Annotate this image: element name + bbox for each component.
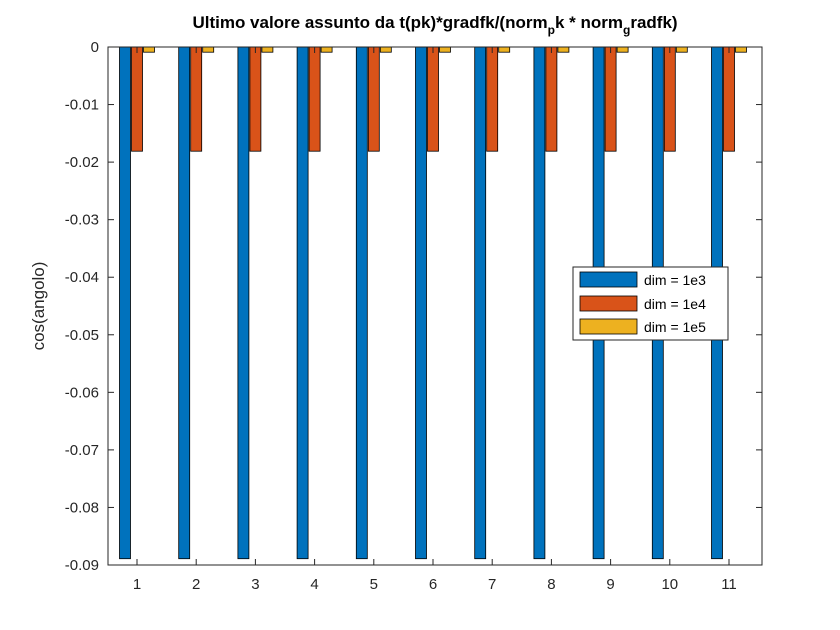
legend-entry-dim-1e4: dim = 1e4 xyxy=(579,295,706,312)
bar-2-3 xyxy=(249,46,262,152)
bar-1-1 xyxy=(119,46,131,560)
bar-2-9 xyxy=(604,46,617,152)
bar-3-4 xyxy=(320,46,333,53)
y-axis-label: cos(angolo) xyxy=(29,262,48,351)
bar-3-3 xyxy=(261,46,274,53)
x-tick-label-5: 5 xyxy=(370,576,378,593)
chart-title-mid: k * norm xyxy=(555,13,623,32)
bar-2-10 xyxy=(663,46,676,152)
bar-3-10 xyxy=(675,46,688,53)
bar-2-8 xyxy=(545,46,558,152)
chart-title-end: radfk) xyxy=(630,13,677,32)
legend-swatch-dim-1e5 xyxy=(579,318,638,335)
x-tick-label-2: 2 xyxy=(192,576,200,593)
bar-3-2 xyxy=(202,46,215,53)
y-tick-label-4: -0.04 xyxy=(65,269,99,286)
x-tick-label-9: 9 xyxy=(606,576,614,593)
x-tick-label-1: 1 xyxy=(133,576,141,593)
x-tick-label-6: 6 xyxy=(429,576,437,593)
x-tick-label-3: 3 xyxy=(251,576,259,593)
legend-entry-dim-1e5: dim = 1e5 xyxy=(579,318,706,335)
x-tick-label-7: 7 xyxy=(488,576,496,593)
chart-title-sub2: g xyxy=(623,23,630,37)
legend-swatch-dim-1e3 xyxy=(579,271,638,288)
bar-1-4 xyxy=(296,46,309,560)
legend: dim = 1e3 dim = 1e4 dim = 1e5 xyxy=(572,266,729,341)
y-tick-label-6: -0.06 xyxy=(65,384,99,401)
x-tick-label-8: 8 xyxy=(547,576,555,593)
bar-2-1 xyxy=(131,46,143,152)
bar-3-1 xyxy=(143,46,155,53)
chart-title-sub1: p xyxy=(548,23,555,37)
bar-1-5 xyxy=(355,46,368,560)
bar-2-11 xyxy=(723,46,735,152)
plot-area-frame xyxy=(107,46,763,566)
y-tick-label-9: -0.09 xyxy=(65,557,99,574)
y-tick-label-3: -0.03 xyxy=(65,212,99,229)
bar-2-7 xyxy=(486,46,499,152)
bar-1-8 xyxy=(533,46,546,560)
y-tick-label-5: -0.05 xyxy=(65,327,99,344)
bar-1-2 xyxy=(178,46,191,560)
y-tick-label-7: -0.07 xyxy=(65,442,99,459)
bar-3-6 xyxy=(439,46,451,53)
legend-swatch-dim-1e4 xyxy=(579,295,638,312)
bar-2-4 xyxy=(308,46,321,152)
y-tick-label-0: 0 xyxy=(91,39,99,56)
y-tick-label-1: -0.01 xyxy=(65,97,99,114)
bar-3-5 xyxy=(379,46,392,53)
bar-3-11 xyxy=(735,46,747,53)
bar-2-5 xyxy=(367,46,380,152)
x-tick-label-4: 4 xyxy=(310,576,318,593)
bar-2-2 xyxy=(190,46,203,152)
x-tick-label-11: 11 xyxy=(721,576,737,593)
legend-entry-dim-1e3: dim = 1e3 xyxy=(579,271,706,288)
legend-label-dim-1e3: dim = 1e3 xyxy=(644,272,706,288)
chart-title: Ultimo valore assunto da t(pk)*gradfk/(n… xyxy=(192,13,677,37)
legend-label-dim-1e5: dim = 1e5 xyxy=(644,319,706,335)
bar-3-7 xyxy=(498,46,511,53)
x-tick-label-10: 10 xyxy=(661,576,678,593)
y-tick-label-8: -0.08 xyxy=(65,499,99,516)
ticks-layer: 1 2 3 4 5 6 7 8 9 10 11 0 -0.01 -0.02 -0.03 -0.04 -0.05 -… xyxy=(65,39,762,593)
bar-1-7 xyxy=(474,46,487,560)
bar-1-6 xyxy=(415,46,427,560)
legend-label-dim-1e4: dim = 1e4 xyxy=(644,296,706,312)
y-tick-label-2: -0.02 xyxy=(65,154,99,171)
bar-3-9 xyxy=(616,46,629,53)
chart-title-main: Ultimo valore assunto da t(pk)*gradfk/(n… xyxy=(192,13,547,32)
bar-1-3 xyxy=(237,46,250,560)
bar-2-6 xyxy=(427,46,439,152)
bar-3-8 xyxy=(557,46,570,53)
